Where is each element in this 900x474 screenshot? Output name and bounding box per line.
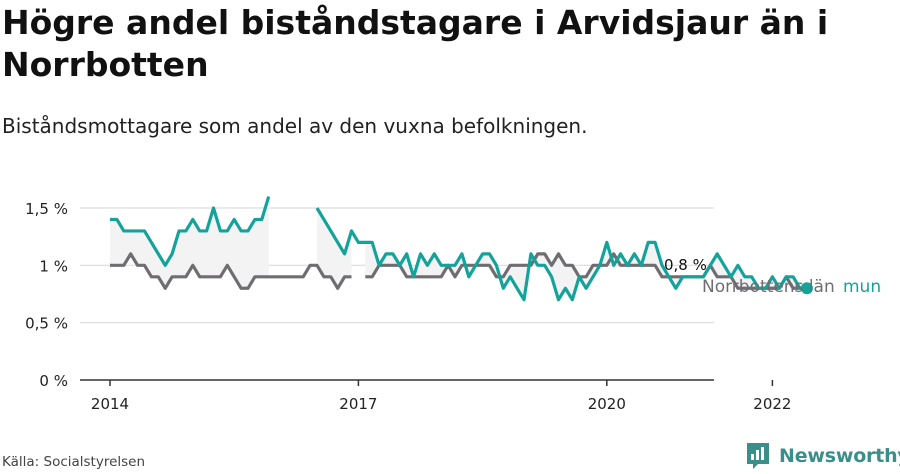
chart-title: Högre andel biståndstagare i Arvidsjaur … <box>2 3 829 84</box>
y-tick-label: 0,5 % <box>25 315 68 333</box>
y-axis-ticks: 0 % 0,5 % 1 % 1,5 % <box>25 200 68 390</box>
x-tick-label: 2017 <box>339 395 377 413</box>
series-label-mun: mun <box>843 277 881 297</box>
y-tick-label: 1,5 % <box>25 200 68 218</box>
series-line-mun <box>315 207 807 302</box>
y-tick-label: 1 % <box>39 257 68 275</box>
x-tick-label: 2020 <box>588 395 626 413</box>
series-lines <box>110 196 813 302</box>
x-tick-label: 2014 <box>91 395 129 413</box>
brand-logo[interactable]: Newsworthy <box>745 441 900 471</box>
series-line-norrbottens-lan <box>365 252 807 290</box>
brand-name: Newsworthy <box>779 445 900 467</box>
newsworthy-logo-icon <box>747 443 769 469</box>
y-tick-label: 0 % <box>39 372 68 390</box>
x-axis: 2014 2017 2020 2022 <box>80 379 791 413</box>
chart-subtitle: Biståndsmottagare som andel av den vuxna… <box>2 114 588 138</box>
end-value-label: 0,8 % <box>664 256 707 274</box>
x-tick-label: 2022 <box>753 395 791 413</box>
source-note: Källa: Socialstyrelsen <box>2 454 146 470</box>
series-line-mun <box>110 196 271 267</box>
difference-band <box>317 208 352 289</box>
difference-band <box>110 196 269 289</box>
series-label-norrbottens-lan: Norrbottens län <box>702 277 835 297</box>
series-line-norrbottens-lan <box>110 252 352 290</box>
series-endpoint-mun <box>800 282 813 295</box>
series-labels: 0,8 % Norrbottens län mun <box>664 256 881 297</box>
